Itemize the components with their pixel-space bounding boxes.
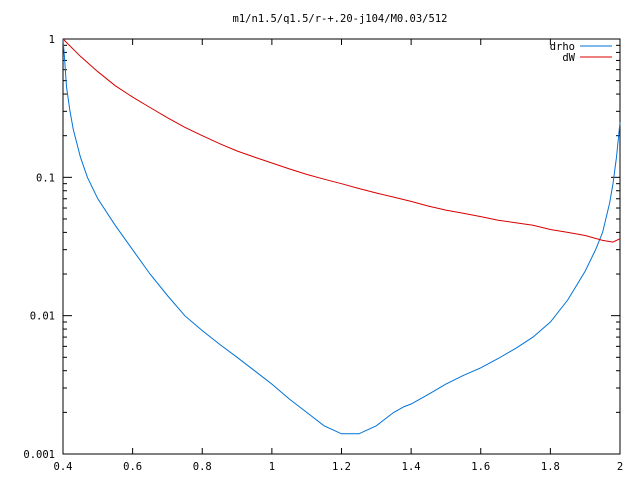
y-tick-label: 0.1 — [36, 172, 55, 184]
x-tick-label: 1.4 — [402, 461, 421, 473]
x-tick-label: 0.4 — [54, 461, 73, 473]
x-tick-label: 0.8 — [193, 461, 212, 473]
y-tick-label: 0.001 — [23, 449, 55, 461]
chart-title: m1/n1.5/q1.5/r-+.20-j104/M0.03/512 — [233, 13, 448, 25]
x-tick-label: 1.8 — [541, 461, 560, 473]
legend-label: drho — [550, 41, 575, 53]
x-tick-label: 2 — [617, 461, 623, 473]
series-line-dW — [62, 38, 621, 243]
x-tick-label: 0.6 — [123, 461, 142, 473]
legend-label: dW — [562, 52, 575, 64]
plot-frame — [62, 38, 621, 455]
series-line-drho — [62, 38, 621, 435]
x-tick-label: 1.6 — [471, 461, 490, 473]
x-tick-label: 1.2 — [332, 461, 351, 473]
x-tick-label: 1 — [269, 461, 275, 473]
y-tick-label: 1 — [49, 34, 55, 46]
y-tick-label: 0.01 — [30, 311, 55, 323]
